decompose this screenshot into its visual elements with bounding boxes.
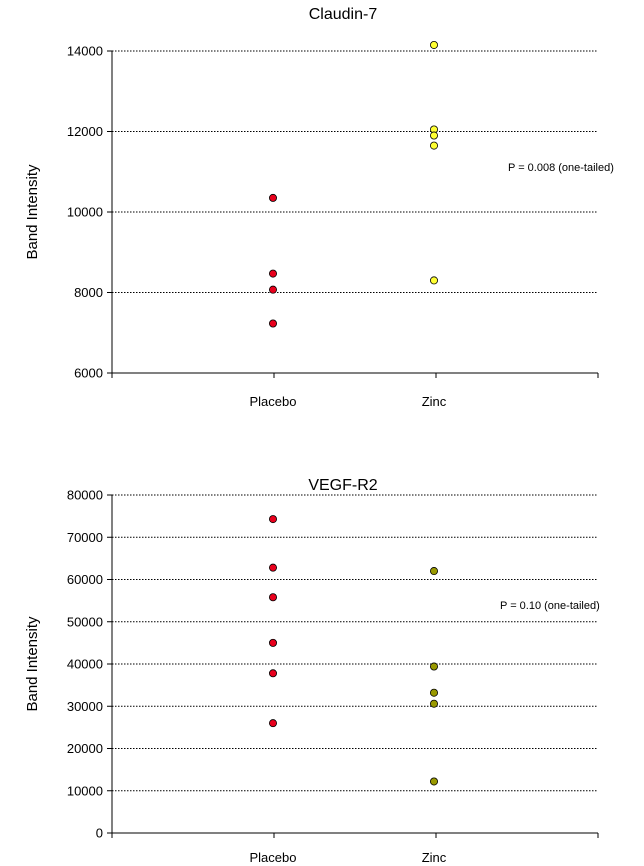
- data-point-zinc: [429, 131, 438, 140]
- y-axis-label: Band Intensity: [24, 616, 41, 712]
- data-point-placebo: [268, 285, 277, 294]
- chart-title: Claudin-7: [309, 6, 378, 23]
- y-tick-label: 60000: [67, 572, 103, 587]
- p-value-annotation: P = 0.10 (one-tailed): [500, 600, 600, 612]
- data-point-placebo: [268, 319, 277, 328]
- y-axis-label: Band Intensity: [24, 164, 41, 260]
- y-tick-label: 30000: [67, 699, 103, 714]
- y-tick-label: 10000: [67, 783, 103, 798]
- y-tick-label: 12000: [67, 124, 103, 139]
- y-tick-label: 50000: [67, 614, 103, 629]
- data-point-zinc: [429, 662, 438, 671]
- data-point-zinc: [429, 567, 438, 576]
- y-tick-label: 70000: [67, 530, 103, 545]
- p-value-annotation: P = 0.008 (one-tailed): [508, 162, 614, 174]
- data-point-placebo: [268, 593, 277, 602]
- data-point-placebo: [268, 719, 277, 728]
- x-tick-label-placebo: Placebo: [250, 394, 297, 409]
- y-tick-label: 10000: [67, 205, 103, 220]
- data-point-zinc: [429, 688, 438, 697]
- claudin-7-chart: 6000 8000 10000 12000 14000 Placebo Zinc Claudi…: [24, 6, 614, 409]
- y-tick-label: 0: [96, 826, 103, 841]
- data-point-zinc: [429, 777, 438, 786]
- data-point-placebo: [268, 269, 277, 278]
- data-point-placebo: [268, 669, 277, 678]
- chart-title: VEGF-R2: [308, 477, 377, 494]
- y-tick-label: 14000: [67, 44, 103, 59]
- y-tick-label: 8000: [74, 285, 103, 300]
- data-point-placebo: [268, 563, 277, 572]
- x-tick-label-zinc: Zinc: [422, 394, 447, 409]
- data-point-zinc: [429, 699, 438, 708]
- data-point-zinc: [429, 40, 438, 49]
- data-point-zinc: [429, 141, 438, 150]
- data-point-zinc: [429, 276, 438, 285]
- vegf-r2-chart: 0 10000 20000 30000 40000 50000 60000 70000 8000…: [24, 477, 600, 865]
- data-point-placebo: [268, 193, 277, 202]
- x-tick-label-placebo: Placebo: [250, 850, 297, 865]
- y-tick-label: 20000: [67, 741, 103, 756]
- data-point-placebo: [268, 515, 277, 524]
- x-tick-label-zinc: Zinc: [422, 850, 447, 865]
- data-point-placebo: [268, 638, 277, 647]
- y-tick-label: 6000: [74, 366, 103, 381]
- y-tick-label: 40000: [67, 657, 103, 672]
- y-tick-label: 80000: [67, 488, 103, 503]
